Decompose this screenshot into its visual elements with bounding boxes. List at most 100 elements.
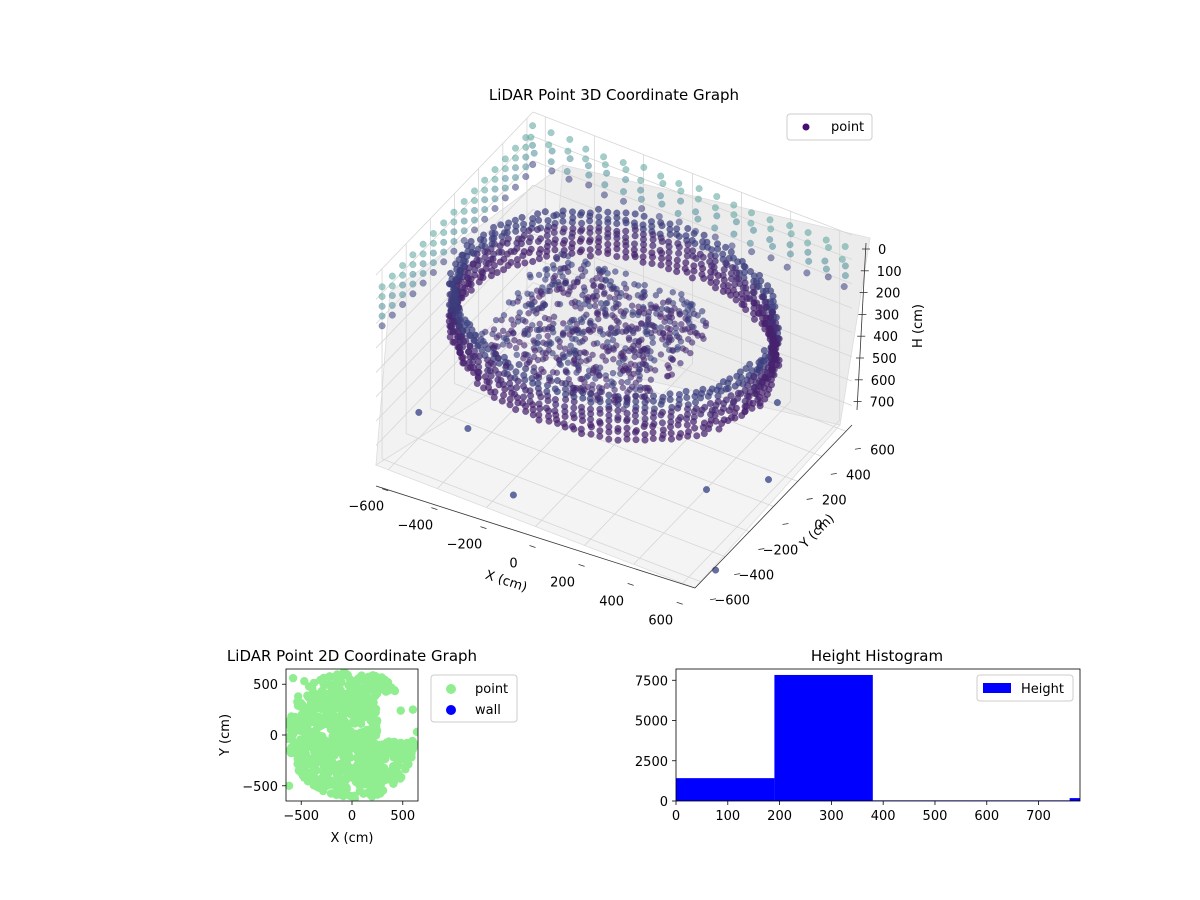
point-3d bbox=[705, 425, 713, 433]
point-3d bbox=[764, 476, 773, 484]
point-3d bbox=[584, 162, 592, 170]
point-3d bbox=[473, 379, 481, 388]
point-3d bbox=[692, 208, 700, 216]
points-3d bbox=[378, 122, 849, 574]
point-3d bbox=[683, 252, 691, 260]
y-tick-3d bbox=[782, 523, 789, 525]
grid-line-back-h bbox=[532, 233, 853, 358]
point-3d bbox=[492, 350, 499, 357]
point-3d bbox=[700, 231, 708, 239]
point-3d bbox=[602, 357, 610, 364]
point-2d bbox=[323, 775, 332, 784]
point-2d bbox=[309, 710, 319, 720]
point-3d bbox=[614, 436, 622, 444]
point-3d bbox=[682, 387, 690, 395]
point-3d bbox=[746, 239, 754, 247]
grid-line-left-h bbox=[375, 282, 534, 446]
point-3d bbox=[419, 279, 427, 287]
point-2d bbox=[359, 789, 368, 798]
y-tick-label-histogram: 5000 bbox=[635, 715, 668, 730]
point-3d bbox=[662, 334, 669, 341]
point-3d bbox=[648, 259, 656, 268]
point-3d bbox=[690, 267, 698, 275]
point-3d bbox=[699, 243, 707, 251]
point-3d bbox=[563, 167, 571, 175]
point-2d bbox=[300, 709, 309, 718]
point-2d bbox=[396, 739, 406, 748]
point-3d bbox=[707, 252, 715, 260]
point-3d bbox=[678, 296, 686, 303]
point-3d bbox=[615, 359, 623, 367]
point-3d bbox=[586, 302, 593, 310]
point-2d bbox=[377, 682, 387, 691]
point-3d bbox=[804, 239, 812, 247]
point-3d bbox=[544, 332, 551, 340]
point-3d bbox=[695, 185, 703, 193]
point-3d bbox=[440, 258, 448, 266]
point-3d bbox=[429, 268, 437, 277]
point-3d bbox=[596, 364, 604, 371]
point-3d bbox=[559, 228, 567, 236]
point-3d bbox=[739, 284, 747, 292]
point-3d bbox=[640, 212, 648, 220]
point-3d bbox=[569, 328, 576, 336]
point-3d bbox=[570, 414, 578, 422]
point-2d bbox=[354, 764, 364, 773]
point-3d bbox=[687, 349, 694, 357]
legend-histogram: Height bbox=[976, 674, 1074, 702]
point-3d bbox=[561, 412, 569, 421]
point-3d bbox=[804, 248, 812, 256]
point-3d bbox=[429, 239, 437, 247]
point-2d bbox=[339, 701, 349, 710]
point-3d bbox=[504, 261, 512, 270]
point-3d bbox=[531, 347, 539, 354]
point-3d bbox=[718, 419, 726, 427]
point-3d bbox=[511, 144, 520, 152]
point-3d bbox=[731, 414, 739, 422]
point-3d bbox=[720, 276, 728, 284]
point-3d bbox=[582, 349, 590, 357]
point-3d bbox=[529, 122, 537, 130]
chart-3d-title: LiDAR Point 3D Coordinate Graph bbox=[489, 86, 739, 104]
point-2d bbox=[319, 704, 328, 713]
point-3d bbox=[605, 405, 613, 413]
point-3d bbox=[559, 239, 567, 248]
point-3d bbox=[602, 306, 609, 314]
y-tick-3d bbox=[758, 548, 765, 550]
point-3d bbox=[677, 197, 685, 205]
point-3d bbox=[535, 271, 543, 279]
point-3d bbox=[645, 316, 652, 323]
point-3d bbox=[713, 192, 721, 201]
point-3d bbox=[590, 282, 598, 289]
point-2d bbox=[340, 671, 349, 680]
grid-line-back-h bbox=[532, 160, 853, 285]
grid-line-back-h bbox=[532, 257, 853, 382]
point-3d bbox=[745, 392, 753, 400]
point-3d bbox=[593, 310, 601, 317]
point-3d bbox=[399, 261, 407, 270]
point-3d bbox=[659, 299, 667, 307]
point-3d bbox=[601, 181, 609, 189]
point-3d bbox=[597, 300, 605, 307]
point-3d bbox=[655, 212, 663, 221]
point-3d bbox=[501, 174, 509, 182]
point-2d bbox=[312, 766, 321, 775]
x-tick-label-3d: 400 bbox=[599, 594, 624, 609]
point-3d bbox=[711, 233, 719, 241]
point-3d bbox=[587, 398, 595, 406]
point-3d bbox=[618, 378, 625, 386]
point-2d bbox=[293, 692, 303, 701]
point-3d bbox=[558, 211, 567, 219]
point-3d bbox=[657, 261, 665, 269]
point-3d bbox=[700, 335, 707, 342]
point-3d bbox=[378, 322, 386, 330]
point-3d bbox=[683, 268, 691, 276]
point-3d bbox=[609, 369, 617, 377]
point-3d bbox=[534, 305, 541, 313]
point-3d bbox=[476, 236, 485, 244]
point-3d bbox=[628, 302, 636, 309]
point-3d bbox=[539, 355, 547, 363]
point-3d bbox=[586, 229, 594, 237]
point-3d bbox=[639, 304, 647, 311]
point-3d bbox=[543, 232, 551, 240]
